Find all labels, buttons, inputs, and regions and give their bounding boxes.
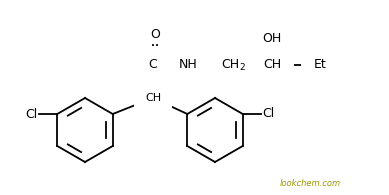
Text: 2: 2	[239, 64, 245, 73]
Text: Cl: Cl	[25, 107, 37, 121]
Text: Cl: Cl	[263, 107, 275, 121]
Text: Et: Et	[314, 58, 327, 72]
Text: C: C	[149, 58, 158, 72]
Text: NH: NH	[179, 58, 197, 72]
Text: O: O	[150, 28, 160, 41]
Text: lookchem.com: lookchem.com	[279, 178, 340, 188]
Text: CH: CH	[221, 58, 239, 72]
Text: CH: CH	[263, 58, 281, 72]
Text: OH: OH	[262, 32, 282, 45]
Text: CH: CH	[145, 93, 161, 103]
